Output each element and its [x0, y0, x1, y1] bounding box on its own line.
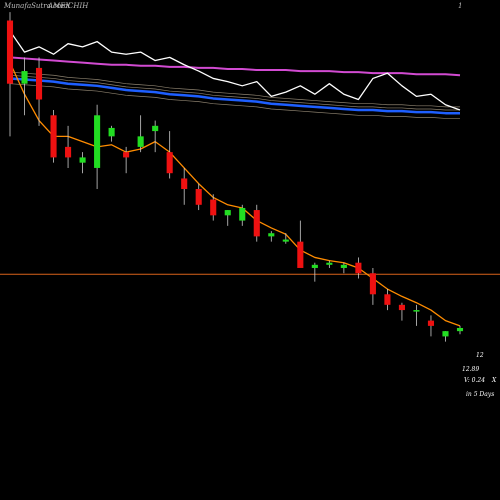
candle-18 — [253, 204, 260, 242]
band-line-2 — [9, 74, 460, 111]
candle-23 — [326, 260, 333, 268]
candle-body — [210, 199, 217, 216]
ema-short-line — [9, 62, 461, 327]
candle-body — [413, 310, 420, 312]
period-label: in 5 Days — [466, 391, 495, 398]
candle-body — [65, 146, 72, 158]
candle-body — [123, 152, 130, 158]
candle-body — [35, 67, 43, 100]
candle-body — [311, 264, 318, 268]
band-group — [9, 71, 460, 119]
candle-body — [166, 152, 173, 174]
candle-30 — [427, 315, 435, 337]
candle-body — [224, 210, 231, 216]
candle-body — [94, 115, 101, 168]
candle-15 — [210, 194, 217, 221]
candle-6 — [79, 152, 86, 174]
candle-28 — [398, 302, 405, 321]
candle-body — [456, 327, 464, 332]
candle-3 — [35, 57, 43, 126]
candles-group — [6, 12, 464, 342]
candle-19 — [268, 231, 275, 242]
candle-body — [442, 331, 449, 337]
header-symbol: CHIH — [68, 2, 89, 10]
candle-31 — [442, 331, 449, 342]
candle-25 — [355, 257, 362, 279]
candle-24 — [340, 262, 347, 274]
band-line-1 — [9, 71, 460, 108]
candle-7 — [94, 104, 101, 189]
last-close-label: 12.89 — [462, 366, 480, 373]
candle-2 — [21, 57, 28, 116]
candle-20 — [282, 233, 289, 244]
candle-body — [369, 273, 376, 295]
candle-9 — [123, 146, 130, 174]
candle-26 — [369, 267, 376, 305]
candle-body — [297, 241, 304, 268]
candle-body — [21, 71, 28, 84]
price-line — [9, 30, 461, 111]
candle-body — [427, 320, 435, 326]
candle-body — [268, 233, 275, 237]
volume-label: V: 0.24 — [464, 377, 486, 384]
header-corner: 1 — [458, 2, 463, 10]
candle-body — [340, 264, 347, 268]
candle-21 — [297, 220, 304, 268]
moving-average-group — [9, 30, 461, 327]
candle-17 — [239, 204, 246, 226]
candle-body — [181, 178, 188, 189]
header-source: MunafaSutra.com — [4, 2, 68, 10]
candle-29 — [413, 304, 420, 326]
candle-body — [195, 189, 202, 205]
candle-10 — [137, 115, 144, 153]
candle-4 — [50, 110, 57, 163]
candle-body — [137, 136, 144, 147]
candle-27 — [384, 289, 391, 311]
candle-body — [384, 294, 391, 305]
candle-14 — [195, 183, 202, 211]
candle-body — [239, 207, 246, 221]
candle-body — [152, 125, 159, 132]
candle-body — [6, 20, 14, 84]
candle-8 — [108, 125, 115, 142]
candle-body — [398, 304, 405, 311]
candle-12 — [166, 131, 173, 179]
candle-1 — [6, 12, 14, 137]
candle-body — [79, 157, 86, 163]
header-exchange: AMEX — [48, 2, 71, 10]
candle-body — [108, 127, 115, 137]
candle-22 — [311, 262, 318, 282]
candle-body — [282, 239, 289, 242]
sma-long-line — [9, 77, 460, 115]
ma-purple-line — [9, 56, 461, 77]
candle-body — [355, 262, 362, 274]
candle-5 — [65, 125, 72, 168]
candle-11 — [152, 120, 159, 153]
axis-tick-label: 12 — [476, 352, 484, 359]
candle-body — [253, 210, 260, 237]
volume-unit: X — [492, 377, 497, 384]
candle-13 — [181, 167, 188, 205]
candle-16 — [224, 210, 231, 226]
band-line-3 — [9, 83, 460, 119]
candle-32 — [456, 325, 464, 335]
candle-body — [50, 115, 57, 158]
candle-body — [326, 262, 333, 265]
